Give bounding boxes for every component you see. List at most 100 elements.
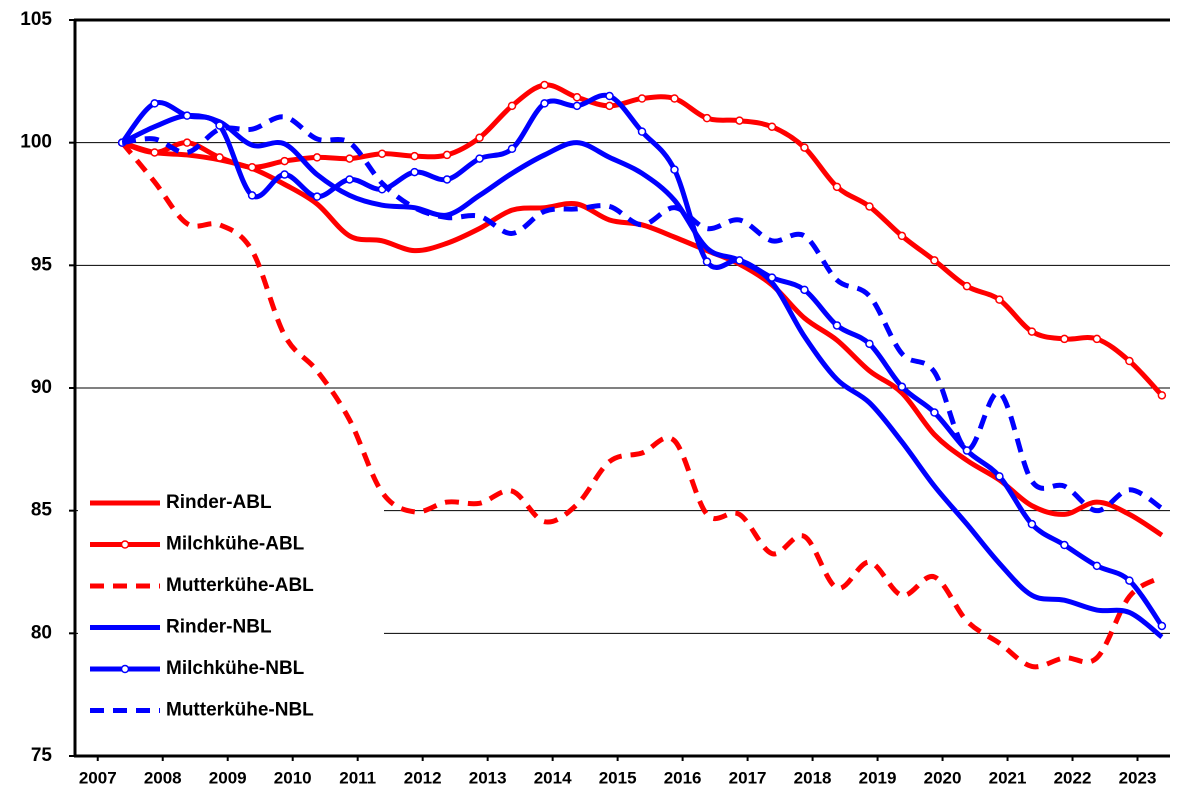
point-marker: [377, 149, 387, 158]
point-marker: [995, 295, 1004, 304]
point-marker: [767, 122, 777, 131]
point-marker: [702, 257, 712, 266]
series-line: [121, 114, 1164, 514]
point-marker: [702, 113, 712, 123]
point-marker: [182, 111, 192, 120]
point-marker: [345, 154, 354, 163]
point-marker: [865, 339, 874, 349]
legend-label: Milchkühe-NBL: [166, 658, 305, 679]
point-marker: [670, 94, 679, 103]
x-tick-label: 2022: [1054, 768, 1092, 787]
x-tick-label: 2020: [924, 768, 962, 787]
series-line: [121, 140, 1164, 538]
point-marker: [605, 101, 614, 111]
x-tick-label: 2013: [469, 768, 507, 787]
x-tick-label: 2008: [144, 768, 182, 787]
point-marker: [1060, 540, 1069, 550]
x-tick-label: 2021: [989, 768, 1027, 787]
x-tick-label: 2016: [664, 768, 702, 787]
legend-label: Rinder-NBL: [166, 617, 272, 638]
point-marker: [897, 231, 907, 241]
point-marker: [442, 150, 452, 160]
y-tick-label: 105: [20, 9, 52, 30]
point-marker: [735, 116, 744, 125]
point-marker: [247, 162, 257, 172]
point-marker: [150, 148, 159, 157]
point-marker: [637, 94, 647, 103]
x-tick-label: 2011: [339, 768, 376, 787]
point-marker: [735, 256, 744, 265]
point-marker: [540, 80, 549, 90]
point-marker: [767, 273, 777, 282]
point-marker: [962, 281, 972, 291]
point-marker: [865, 202, 874, 211]
x-tick-label: 2012: [404, 768, 442, 787]
y-tick-label: 95: [31, 254, 53, 275]
x-tick-label: 2014: [534, 768, 572, 787]
x-tick-label: 2009: [209, 768, 247, 787]
point-marker: [215, 153, 224, 162]
series-line: [121, 113, 1164, 640]
legend-marker: [120, 540, 130, 549]
point-marker: [832, 182, 842, 192]
x-tick-label: 2019: [859, 768, 897, 787]
point-marker: [1125, 576, 1134, 585]
point-marker: [1092, 334, 1102, 344]
point-marker: [410, 167, 419, 177]
legend-label: Mutterkühe-ABL: [166, 575, 314, 596]
x-tick-label: 2015: [599, 768, 637, 787]
y-tick-label: 100: [20, 132, 52, 153]
point-marker: [572, 101, 582, 111]
point-marker: [247, 191, 257, 200]
point-marker: [442, 175, 452, 184]
point-marker: [475, 133, 484, 143]
point-marker: [572, 93, 582, 102]
point-marker: [540, 99, 549, 108]
x-tick-label: 2018: [794, 768, 832, 787]
point-marker: [1092, 561, 1102, 571]
y-tick-label: 75: [31, 745, 53, 766]
point-marker: [345, 175, 354, 184]
x-tick-label: 2010: [274, 768, 312, 787]
x-tick-label: 2007: [79, 768, 117, 787]
point-marker: [1027, 327, 1037, 336]
point-marker: [637, 127, 647, 136]
point-marker: [897, 382, 907, 392]
point-marker: [215, 121, 224, 130]
point-marker: [670, 165, 679, 174]
point-marker: [150, 99, 159, 108]
point-marker: [280, 156, 289, 166]
y-tick-label: 90: [31, 377, 52, 398]
point-marker: [800, 285, 809, 295]
x-tick-label: 2023: [1119, 768, 1157, 787]
point-marker: [800, 143, 809, 152]
x-tick-label: 2017: [729, 768, 767, 787]
point-marker: [1157, 391, 1167, 400]
point-marker: [410, 151, 419, 161]
point-marker: [962, 446, 972, 455]
point-marker: [182, 138, 192, 147]
point-marker: [930, 256, 939, 265]
legend-marker: [120, 664, 130, 674]
point-marker: [507, 144, 517, 154]
point-marker: [507, 101, 517, 111]
point-marker: [312, 192, 322, 201]
legend-label: Milchkühe-ABL: [166, 534, 305, 555]
point-marker: [605, 91, 614, 101]
series-line: [120, 141, 1164, 670]
point-marker: [930, 408, 939, 417]
legend-box: [78, 478, 384, 750]
point-marker: [1060, 334, 1069, 344]
legend-label: Rinder-ABL: [166, 492, 272, 513]
point-marker: [475, 154, 484, 163]
y-tick-label: 80: [31, 622, 52, 643]
point-marker: [1125, 356, 1134, 366]
point-marker: [832, 321, 842, 330]
legend-label: Mutterkühe-NBL: [166, 700, 314, 721]
point-marker: [995, 472, 1004, 481]
point-marker: [1157, 621, 1167, 631]
point-marker: [280, 170, 289, 179]
y-tick-label: 85: [31, 500, 53, 521]
point-marker: [312, 153, 322, 162]
